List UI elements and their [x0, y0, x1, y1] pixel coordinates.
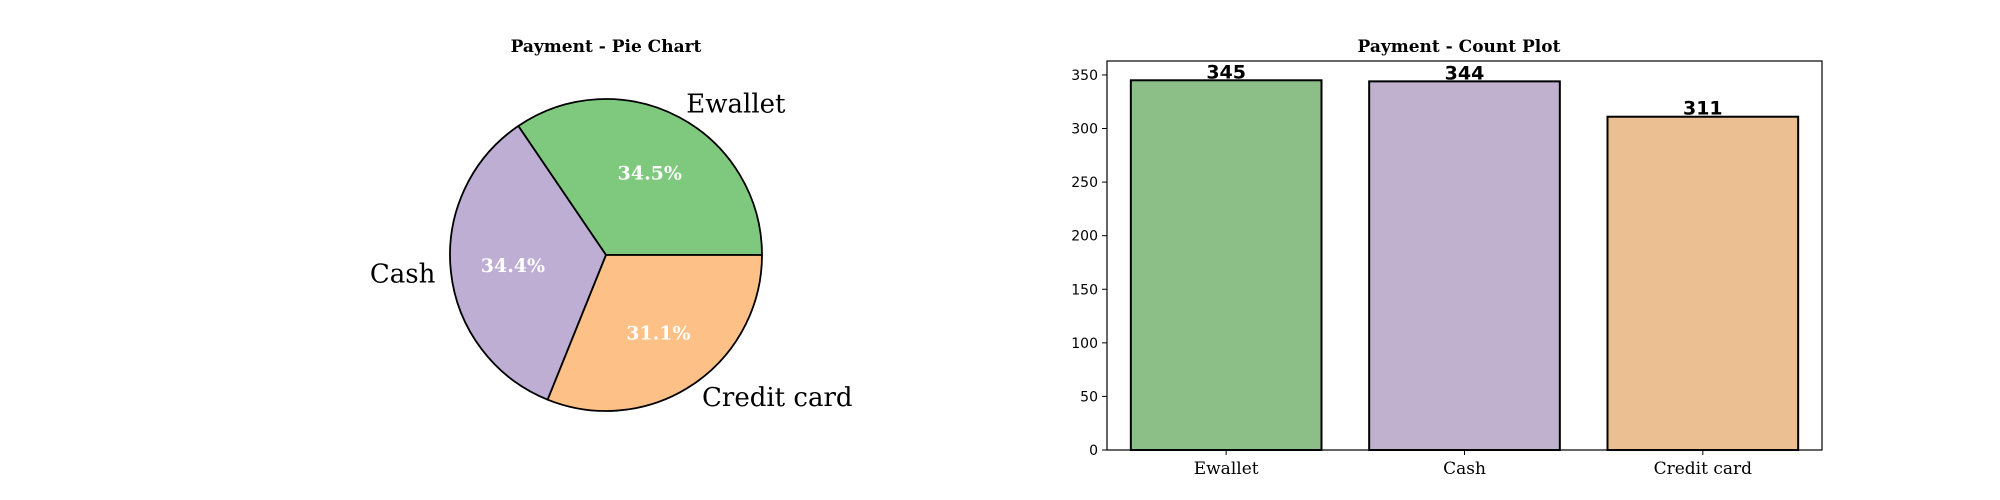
y-tick-label: 150 [1071, 282, 1098, 298]
y-tick-label: 0 [1089, 443, 1098, 459]
x-tick-label-ewallet: Ewallet [1194, 459, 1259, 479]
pie-label-ewallet: Ewallet [686, 89, 786, 119]
y-axis: 0 50 100 150 200 250 300 350 [1071, 68, 1107, 459]
bar-value-credit-card: 311 [1683, 98, 1723, 120]
pie-percent-credit-card: 31.1% [626, 323, 690, 345]
bar-series [1129, 79, 1800, 452]
bar-credit-card [1606, 115, 1800, 451]
bar-value-ewallet: 345 [1206, 61, 1246, 83]
y-tick-label: 300 [1071, 122, 1098, 138]
y-tick-label: 350 [1071, 68, 1098, 84]
y-tick-label: 50 [1080, 389, 1098, 405]
pie-percent-cash: 34.4% [481, 255, 545, 277]
bar-cash [1368, 80, 1561, 452]
x-axis: Ewallet Cash Credit card [1194, 450, 1752, 479]
y-tick-label: 200 [1071, 229, 1098, 245]
bar-ewallet [1129, 79, 1323, 452]
pie-labels: Ewallet 34.5% Cash 34.4% Credit card 31.1% [370, 89, 853, 413]
pie-chart-title: Payment - Pie Chart [511, 37, 702, 57]
pie-label-credit-card: Credit card [702, 383, 853, 413]
bar-value-labels: 345 344 311 [1206, 61, 1722, 119]
bar-value-cash: 344 [1445, 62, 1485, 84]
pie-slice-credit-card [546, 254, 763, 412]
y-tick-label: 250 [1071, 175, 1098, 191]
pie-label-cash: Cash [370, 259, 436, 289]
pie-slice-cash [449, 125, 607, 401]
y-tick-label: 100 [1071, 336, 1098, 352]
bar-chart: Payment - Count Plot 0 50 100 150 200 250 300 3… [1071, 37, 1823, 479]
pie-slice-ewallet [517, 98, 763, 256]
bar-chart-title: Payment - Count Plot [1358, 37, 1561, 57]
pie-chart: Payment - Pie Chart Ewallet 34.5% Cash 34.4… [370, 37, 853, 413]
x-tick-label-credit-card: Credit card [1654, 459, 1753, 479]
x-tick-label-cash: Cash [1443, 459, 1486, 479]
pie-slices [449, 98, 763, 412]
pie-percent-ewallet: 34.5% [618, 162, 682, 184]
